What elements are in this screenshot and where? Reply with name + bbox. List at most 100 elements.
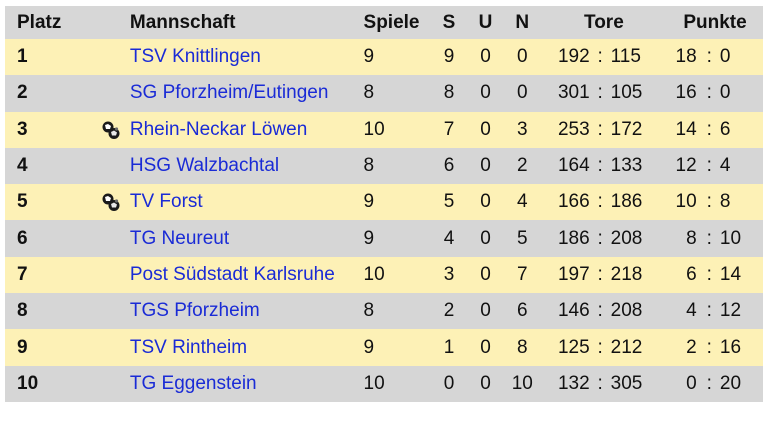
s-cell: 0 [430,365,468,402]
n-cell: 8 [503,329,541,366]
header-n: N [503,6,541,39]
s-cell: 2 [430,293,468,330]
s-cell: 1 [430,329,468,366]
platz-cell: 7 [5,256,93,294]
team-cell: Rhein-Neckar Löwen [129,111,364,148]
header-row: Platz Mannschaft Spiele S U N Tore Punkt… [5,6,763,39]
punkte-minus-cell: 14 [719,256,763,294]
header-mannschaft: Mannschaft [129,6,364,39]
team-link[interactable]: SG Pforzheim/Eutingen [129,82,329,104]
punkte-separator: : [698,365,720,402]
icon-cell [92,256,130,294]
tore-minus-cell: 218 [610,256,668,294]
n-cell: 3 [503,111,541,148]
team-link[interactable]: TGS Pforzheim [129,300,260,322]
team-link[interactable]: TSV Rintheim [129,336,248,358]
table-row: 1 TSV Knittlingen 9 9 0 0 192 : 115 18 :… [5,39,763,76]
tore-minus-cell: 115 [610,39,668,76]
header-s: S [430,6,468,39]
punkte-plus-cell: 14 [667,111,699,148]
punkte-plus-cell: 0 [667,365,699,402]
icon-cell [92,365,130,402]
tore-plus-cell: 146 [540,293,590,330]
punkte-separator: : [698,329,720,366]
n-cell: 2 [503,147,541,185]
punkte-plus-cell: 4 [667,293,699,330]
punkte-minus-cell: 12 [719,293,763,330]
standings-table: Platz Mannschaft Spiele S U N Tore Punkt… [5,6,763,402]
u-cell: 0 [467,111,504,148]
spiele-cell: 9 [363,184,431,221]
table-row: 7 Post Südstadt Karlsruhe 10 3 0 7 197 :… [5,256,763,294]
tore-separator: : [589,256,611,294]
table-row: 8 TGS Pforzheim 8 2 0 6 146 : 208 4 : 12 [5,293,763,330]
platz-cell: 8 [5,293,93,330]
u-cell: 0 [467,75,504,112]
platz-cell: 5 [5,184,93,221]
team-link[interactable]: TG Eggenstein [129,372,257,394]
tore-plus-cell: 164 [540,147,590,185]
icon-cell [92,147,130,185]
header-tore: Tore [540,6,668,39]
table-row: 3 Rhein-Neckar Löwen 10 7 0 3 253 : 172 … [5,111,763,148]
icon-cell [92,184,130,221]
platz-cell: 1 [5,39,93,76]
tore-separator: : [589,111,611,148]
punkte-plus-cell: 8 [667,220,699,257]
tore-minus-cell: 133 [610,147,668,185]
team-link[interactable]: Post Südstadt Karlsruhe [129,263,335,285]
punkte-minus-cell: 4 [719,147,763,185]
table-row: 9 TSV Rintheim 9 1 0 8 125 : 212 2 : 16 [5,329,763,366]
punkte-separator: : [698,293,720,330]
team-link[interactable]: TV Forst [129,191,203,213]
tore-separator: : [589,147,611,185]
spiele-cell: 10 [363,111,431,148]
table-row: 5 TV Forst 9 5 0 4 166 : 186 10 : 8 [5,184,763,221]
tore-plus-cell: 192 [540,39,590,76]
tore-minus-cell: 305 [610,365,668,402]
spiele-cell: 10 [363,365,431,402]
punkte-separator: : [698,75,720,112]
punkte-minus-cell: 10 [719,220,763,257]
u-cell: 0 [467,147,504,185]
table-row: 10 TG Eggenstein 10 0 0 10 132 : 305 0 :… [5,365,763,402]
team-link[interactable]: Rhein-Neckar Löwen [129,118,308,140]
spiele-cell: 9 [363,39,431,76]
team-cell: TG Eggenstein [129,365,364,402]
icon-cell [92,39,130,76]
table-row: 6 TG Neureut 9 4 0 5 186 : 208 8 : 10 [5,220,763,257]
punkte-plus-cell: 12 [667,147,699,185]
spiele-cell: 8 [363,75,431,112]
team-link[interactable]: TSV Knittlingen [129,46,261,68]
tore-separator: : [589,184,611,221]
s-cell: 8 [430,75,468,112]
spiele-cell: 10 [363,256,431,294]
punkte-minus-cell: 6 [719,111,763,148]
punkte-minus-cell: 0 [719,75,763,112]
icon-cell [92,75,130,112]
team-link[interactable]: TG Neureut [129,227,230,249]
tore-minus-cell: 212 [610,329,668,366]
team-cell: TV Forst [129,184,364,221]
punkte-plus-cell: 16 [667,75,699,112]
team-cell: TG Neureut [129,220,364,257]
s-cell: 9 [430,39,468,76]
icon-cell [92,293,130,330]
team-cell: TSV Rintheim [129,329,364,366]
punkte-minus-cell: 8 [719,184,763,221]
tore-minus-cell: 208 [610,220,668,257]
tore-plus-cell: 253 [540,111,590,148]
team-cell: HSG Walzbachtal [129,147,364,185]
team-link[interactable]: HSG Walzbachtal [129,155,280,177]
icon-cell [92,220,130,257]
platz-cell: 2 [5,75,93,112]
ball-icon [102,193,120,212]
punkte-minus-cell: 0 [719,39,763,76]
tore-separator: : [589,365,611,402]
n-cell: 0 [503,75,541,112]
tore-plus-cell: 166 [540,184,590,221]
tore-plus-cell: 301 [540,75,590,112]
platz-cell: 10 [5,365,93,402]
spiele-cell: 8 [363,147,431,185]
tore-plus-cell: 186 [540,220,590,257]
